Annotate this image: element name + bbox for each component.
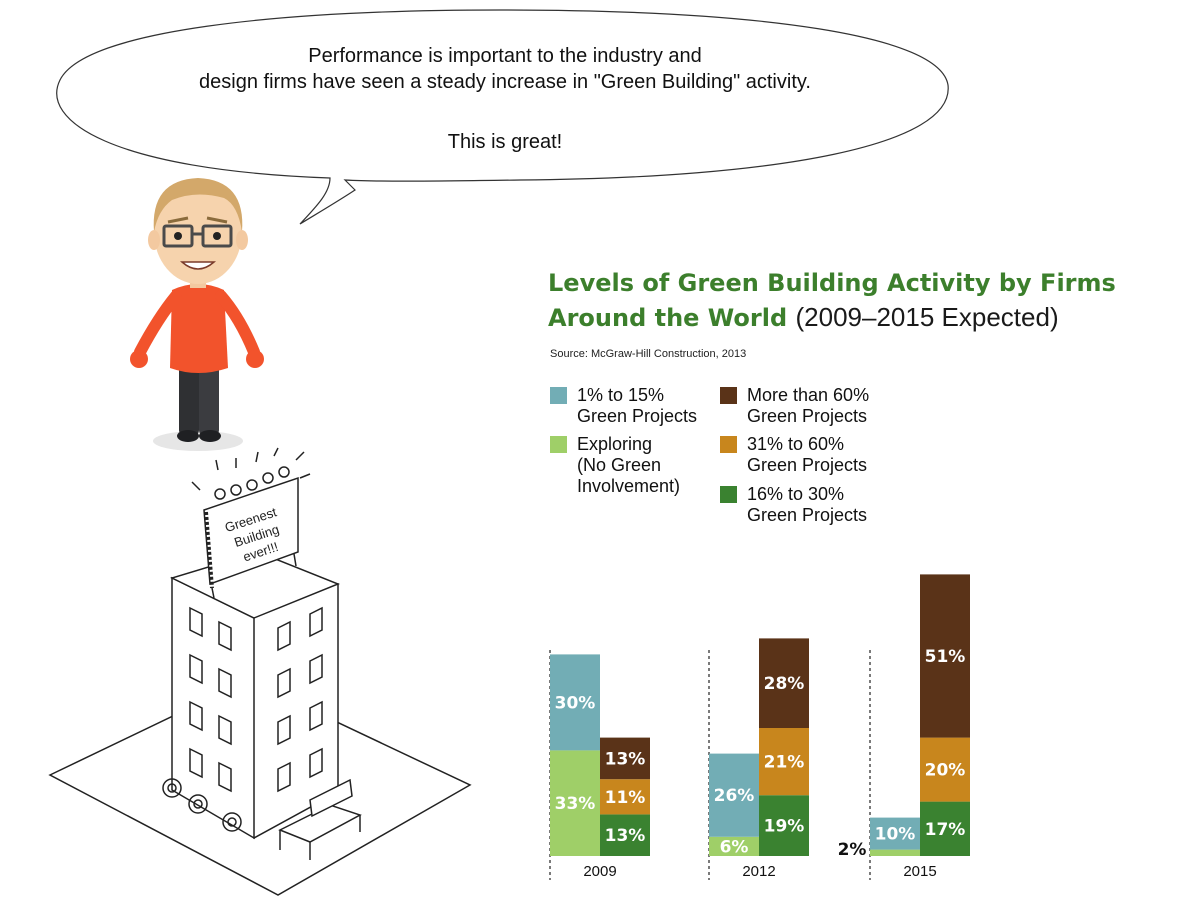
bar-label-2009-mid: 13% bbox=[605, 826, 646, 846]
chart-title-line-2: Around the World (2009–2015 Expected) bbox=[548, 300, 1188, 335]
bar-2009-low bbox=[550, 654, 600, 751]
bar-2009-midhigh bbox=[600, 779, 650, 815]
legend-swatch-mid bbox=[720, 486, 737, 503]
chart-title-suffix: (2009–2015 Expected) bbox=[795, 302, 1059, 332]
bar-label-2015-exploring: 2% bbox=[838, 840, 867, 860]
bar-2009-exploring bbox=[550, 750, 600, 856]
x-tick-2012: 2012 bbox=[742, 863, 775, 880]
bar-label-2015-high: 51% bbox=[925, 647, 966, 667]
legend-swatch-high bbox=[720, 387, 737, 404]
x-tick-2015: 2015 bbox=[903, 863, 936, 880]
chart-source: Source: McGraw-Hill Construction, 2013 bbox=[550, 348, 747, 360]
bar-2012-low bbox=[709, 753, 759, 837]
legend-swatch-low bbox=[550, 387, 567, 404]
building-sketch bbox=[48, 447, 472, 896]
legend-label-high: More than 60% Green Projects bbox=[747, 385, 870, 426]
legend-swatch-midhigh bbox=[720, 436, 737, 453]
legend-label-exploring: Exploring (No Green Involvement) bbox=[577, 434, 681, 496]
bar-2012-high bbox=[759, 638, 809, 728]
bar-label-2009-low: 30% bbox=[555, 693, 596, 713]
bar-label-2012-mid: 19% bbox=[764, 817, 805, 837]
speech-line-1: Performance is important to the industry… bbox=[308, 45, 702, 67]
chart-title: Levels of Green Building Activity by Fir… bbox=[548, 266, 1188, 335]
bar-label-2015-mid: 17% bbox=[925, 820, 966, 840]
legend-item-mid: 16% to 30% Green Projects bbox=[720, 484, 887, 526]
legend-label-mid: 16% to 30% Green Projects bbox=[747, 484, 868, 525]
bar-label-2009-high: 13% bbox=[605, 749, 646, 769]
legend-swatch-exploring bbox=[550, 436, 567, 453]
bar-2015-low bbox=[870, 817, 920, 850]
x-tick-2009: 2009 bbox=[583, 863, 616, 880]
speech-line-2: design firms have seen a steady increase… bbox=[199, 71, 811, 93]
legend-item-high: More than 60% Green Projects bbox=[720, 385, 887, 427]
bar-2012-exploring bbox=[709, 836, 759, 856]
bar-2015-exploring bbox=[870, 849, 920, 856]
chart-title-part-2: Around the World bbox=[548, 304, 788, 332]
avatar-figure bbox=[130, 178, 264, 451]
bar-2012-mid bbox=[759, 795, 809, 856]
bar-label-2009-exploring: 33% bbox=[555, 794, 596, 814]
legend-label-low: 1% to 15% Green Projects bbox=[577, 385, 698, 426]
speech-bubble bbox=[56, 9, 949, 225]
speech-line-3: This is great! bbox=[447, 131, 563, 153]
legend-item-midhigh: 31% to 60% Green Projects bbox=[720, 434, 887, 476]
bar-label-2015-low: 10% bbox=[875, 825, 916, 845]
bar-label-2015-midhigh: 20% bbox=[925, 761, 966, 781]
bar-2012-midhigh bbox=[759, 728, 809, 796]
bar-2015-high bbox=[920, 574, 970, 738]
bar-2009-mid bbox=[600, 814, 650, 856]
legend-item-low: 1% to 15% Green Projects bbox=[550, 385, 717, 427]
chart-title-line-1: Levels of Green Building Activity by Fir… bbox=[548, 269, 1116, 297]
bar-label-2012-low: 26% bbox=[714, 786, 755, 806]
bar-2009-high bbox=[600, 737, 650, 780]
bar-label-2012-exploring: 6% bbox=[720, 837, 749, 857]
bar-2015-mid bbox=[920, 801, 970, 856]
legend-item-exploring: Exploring (No Green Involvement) bbox=[550, 434, 717, 497]
legend-label-midhigh: 31% to 60% Green Projects bbox=[747, 434, 868, 475]
bar-label-2009-midhigh: 11% bbox=[605, 788, 646, 808]
bar-label-2012-midhigh: 21% bbox=[764, 753, 805, 773]
bar-2015-midhigh bbox=[920, 737, 970, 802]
bar-label-2012-high: 28% bbox=[764, 674, 805, 694]
